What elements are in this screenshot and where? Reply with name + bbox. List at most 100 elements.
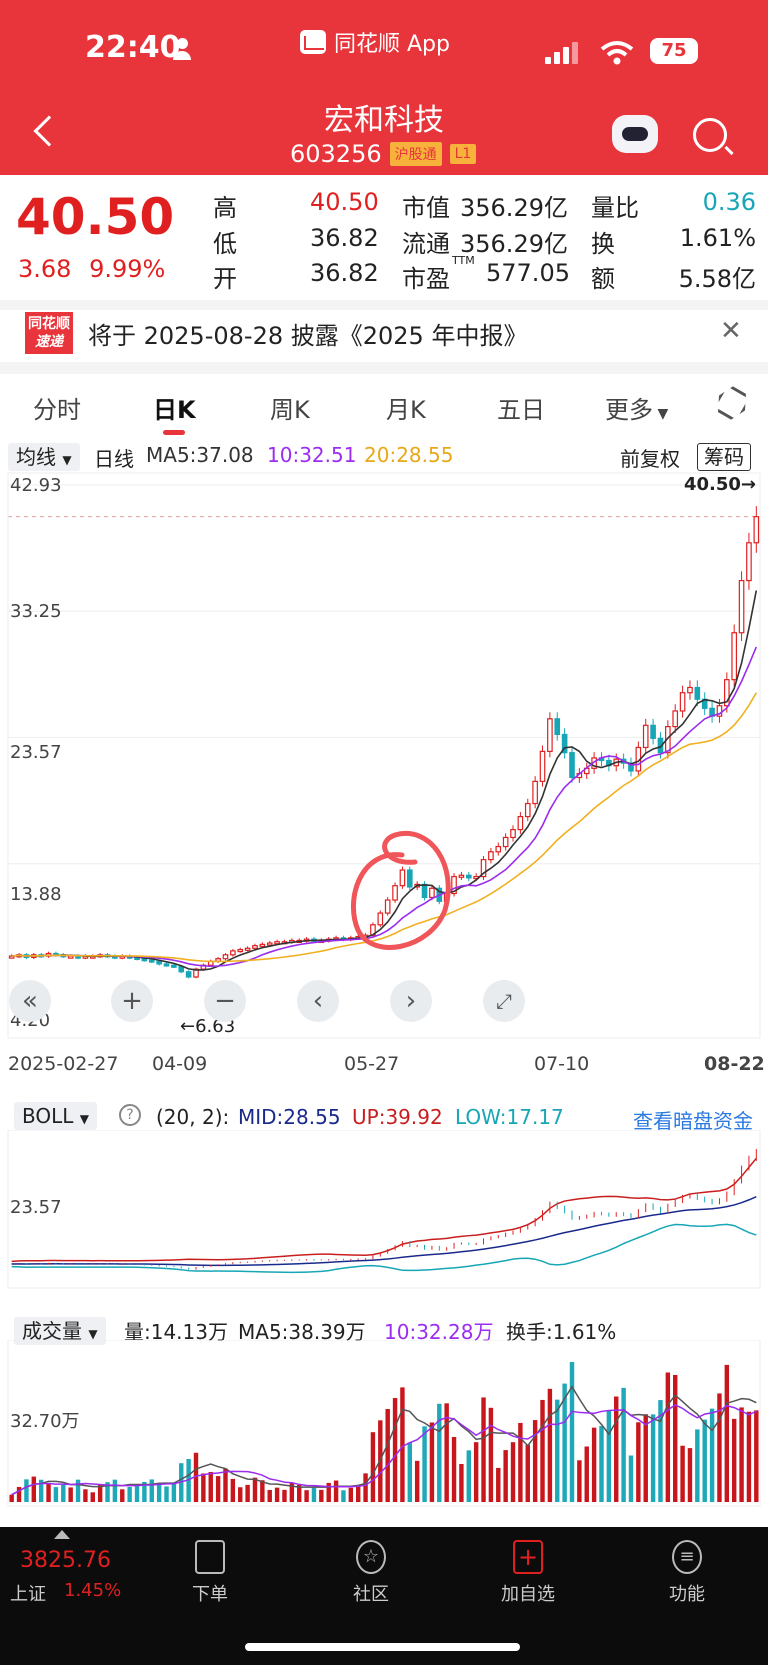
boll-up: UP:39.92 [352,1105,443,1129]
volume-chart[interactable] [0,1340,768,1510]
candle [392,885,398,901]
volume-ratio-label: 量比 [591,194,639,222]
x-date-label: 04-09 [152,1053,208,1075]
x-date-label: 2025-02-27 [8,1053,119,1075]
home-indicator [245,1643,520,1651]
change-percent: 9.99% [89,255,166,283]
volume-bar [83,1489,88,1502]
zoom-out-button[interactable]: − [204,980,246,1022]
document-icon [195,1540,225,1574]
ai-assistant-robot-icon[interactable] [612,115,658,153]
y-tick-label: 33.25 [10,601,62,622]
notice-text[interactable]: 将于 2025-08-28 披露《2025 年中报》 [88,322,528,350]
volume-bar [215,1476,221,1502]
notice-bar[interactable] [0,300,768,362]
news-logo: 同花顺 速递 [25,312,73,354]
community-star-icon: ☆ [356,1540,386,1574]
tab-more-label: 更多 [605,396,653,424]
zoom-out-range-button[interactable]: « [9,980,51,1022]
candle [642,724,649,749]
candle [399,869,406,887]
candle [517,815,524,831]
volume-bar [473,1442,479,1502]
volume-bar [238,1487,243,1502]
volume-bar [444,1403,449,1502]
volume-select-label: 成交量 [22,1319,82,1343]
nav-functions[interactable]: ≡ 功能 [642,1540,732,1606]
candle [178,965,185,973]
tab-intraday[interactable]: 分时 [33,396,81,424]
search-icon[interactable] [693,118,727,152]
volume-bar [9,1494,14,1502]
volume-bar [355,1485,361,1502]
close-icon[interactable]: ✕ [720,316,742,346]
tab-more[interactable]: 更多 ▼ [605,390,668,425]
candle [532,780,538,805]
candle [465,874,472,879]
adjust-select[interactable]: 前复权 [620,447,680,471]
ma10-value: 10:32.51 [267,443,357,467]
kline-chart[interactable] [0,470,768,1040]
current-price: 40.50 [16,188,175,246]
nav-add-watchlist[interactable]: + 加自选 [483,1540,573,1606]
volume-bar [422,1426,427,1502]
ma20-value: 20:28.55 [364,443,454,467]
source-app-badge[interactable]: 同花顺 App [300,26,450,58]
volume-bar [636,1422,641,1502]
nav-add-watchlist-label: 加自选 [501,1584,555,1605]
index-percent: 1.45% [64,1580,122,1601]
candle [502,836,509,848]
y-tick-label: 42.93 [10,475,62,496]
volume-bar [282,1489,287,1502]
chips-button[interactable]: 筹码 [697,441,751,471]
open-value: 36.82 [310,259,379,287]
float-label: 流通 [402,230,450,258]
volume-bar [53,1487,59,1502]
index-value[interactable]: 3825.76 [20,1548,111,1573]
nav-order[interactable]: 下单 [165,1540,255,1606]
volume-bar [230,1478,236,1502]
candle [547,718,553,752]
x-date-label: 08-22 [704,1053,765,1075]
change-value: 3.68 [18,255,72,283]
stock-name: 宏和科技 [324,103,444,138]
volume-bar [510,1442,516,1502]
settings-icon[interactable] [712,383,753,424]
volume-bar [599,1425,604,1502]
tab-weekly-k[interactable]: 周K [270,396,310,424]
volume-ratio-value: 0.36 [702,188,756,216]
tab-monthly-k[interactable]: 月K [386,396,426,424]
zoom-in-button[interactable]: + [111,980,153,1022]
app-header: 22:40 同花顺 App 75 宏和科技 603256 沪股通 L1 [0,0,768,175]
boll-select[interactable]: BOLL ▼ [14,1102,97,1130]
volume-bar [437,1403,442,1502]
tab-five-day[interactable]: 五日 [497,396,545,424]
volume-bar [518,1422,523,1502]
fullscreen-button[interactable]: ⤢ [483,980,525,1022]
news-logo-top: 同花顺 [28,316,70,332]
stock-code: 603256 [290,140,382,168]
ma-select[interactable]: 均线 ▼ [8,441,80,471]
volume-bar [38,1479,44,1502]
volume-bar [201,1473,206,1502]
candle [524,802,531,818]
volume-bar [319,1489,324,1502]
tab-daily-k[interactable]: 日K [153,396,196,424]
ma20-line [11,692,758,963]
candle [171,964,177,968]
menu-icon: ≡ [672,1540,702,1574]
low-value: 36.82 [310,224,379,252]
volume-bar [46,1484,51,1502]
boll-chart[interactable] [0,1130,768,1290]
candle [230,950,236,956]
ma5-value: MA5:37.08 [146,443,254,467]
volume-bar [112,1479,118,1502]
candle [429,887,435,899]
scroll-right-button[interactable]: › [390,980,432,1022]
dark-pool-link[interactable]: 查看暗盘资金 [633,1109,753,1133]
candle [569,752,575,779]
nav-community[interactable]: ☆ 社区 [326,1540,416,1606]
help-icon[interactable]: ? [119,1104,141,1126]
volume-bar [164,1486,169,1502]
scroll-left-button[interactable]: ‹ [297,980,339,1022]
